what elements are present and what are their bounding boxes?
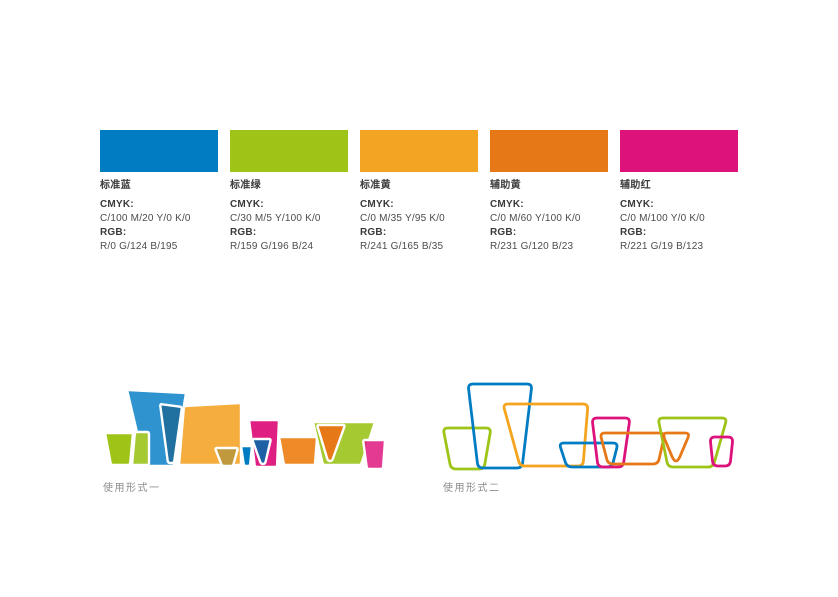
swatch-card-auxiliary-red: 辅助红 CMYK: C/0 M/100 Y/0 K/0 RGB: R/221 G… [620, 130, 738, 253]
cmyk-value: C/0 M/60 Y/100 K/0 [490, 213, 581, 224]
form2-shape-magenta-small [709, 435, 734, 468]
form2-shape-blue-tall [467, 382, 533, 470]
form1-shape-navy-pointed [251, 437, 272, 466]
form2-shape-orange-wide [599, 431, 666, 466]
color-swatch-standard-blue [100, 130, 218, 172]
color-swatch-auxiliary-yellow [490, 130, 608, 172]
form2-shape-magenta-tall [591, 416, 631, 469]
cmyk-value: C/30 M/5 Y/100 K/0 [230, 213, 321, 224]
swatch-name: 标准绿 [230, 180, 261, 191]
rgb-title: RGB: [620, 227, 647, 238]
swatch-name: 辅助红 [620, 180, 651, 191]
rgb-title: RGB: [490, 227, 517, 238]
rgb-value: R/241 G/165 B/35 [360, 241, 444, 252]
form1-shape-pink-right [362, 438, 387, 471]
swatch-card-standard-blue: 标准蓝 CMYK: C/100 M/20 Y/0 K/0 RGB: R/0 G/… [100, 130, 218, 253]
color-swatch-auxiliary-red [620, 130, 738, 172]
cmyk-title: CMYK: [230, 199, 264, 210]
form2-shape-green-small [442, 426, 492, 471]
cmyk-value: C/0 M/100 Y/0 K/0 [620, 213, 705, 224]
color-swatch-standard-green [230, 130, 348, 172]
form2-shape-blue-small [558, 441, 619, 469]
color-palette-row: 标准蓝 CMYK: C/100 M/20 Y/0 K/0 RGB: R/0 G/… [100, 130, 738, 253]
form1-shape-orange-wide [278, 435, 319, 467]
form1-shape-orange-pointed [316, 423, 346, 463]
form1-shape-green-left-b [130, 430, 151, 467]
form2-shape-orange-pointed [662, 431, 690, 463]
form2-shape-yellow-large [502, 402, 590, 468]
swatch-card-standard-green: 标准绿 CMYK: C/30 M/5 Y/100 K/0 RGB: R/159 … [230, 130, 348, 253]
swatch-card-auxiliary-yellow: 辅助黄 CMYK: C/0 M/60 Y/100 K/0 RGB: R/231 … [490, 130, 608, 253]
usage-form-1-label: 使用形式一 [103, 483, 161, 494]
cmyk-title: CMYK: [490, 199, 524, 210]
form2-shape-green-large [657, 416, 728, 469]
logo-usage-form-2-outline [442, 382, 734, 471]
rgb-title: RGB: [100, 227, 127, 238]
cmyk-title: CMYK: [100, 199, 134, 210]
rgb-title: RGB: [230, 227, 257, 238]
swatch-name: 标准蓝 [100, 180, 131, 191]
cmyk-value: C/0 M/35 Y/95 K/0 [360, 213, 445, 224]
form1-shape-blue-small [240, 444, 254, 468]
form1-shape-tan-small [214, 446, 239, 468]
rgb-value: R/159 G/196 B/24 [230, 241, 314, 252]
form1-shape-green-left-a [104, 431, 135, 467]
usage-form-2-label: 使用形式二 [443, 483, 501, 494]
color-swatch-standard-yellow [360, 130, 478, 172]
rgb-value: R/0 G/124 B/195 [100, 241, 178, 252]
swatch-name: 辅助黄 [490, 180, 521, 191]
swatch-card-standard-yellow: 标准黄 CMYK: C/0 M/35 Y/95 K/0 RGB: R/241 G… [360, 130, 478, 253]
rgb-title: RGB: [360, 227, 387, 238]
rgb-value: R/221 G/19 B/123 [620, 241, 704, 252]
cmyk-title: CMYK: [360, 199, 394, 210]
cmyk-title: CMYK: [620, 199, 654, 210]
swatch-name: 标准黄 [360, 180, 391, 191]
cmyk-value: C/100 M/20 Y/0 K/0 [100, 213, 191, 224]
logo-usage-form-1-filled [104, 388, 387, 471]
form1-shape-steel-blue-narrow [159, 403, 183, 465]
rgb-value: R/231 G/120 B/23 [490, 241, 574, 252]
